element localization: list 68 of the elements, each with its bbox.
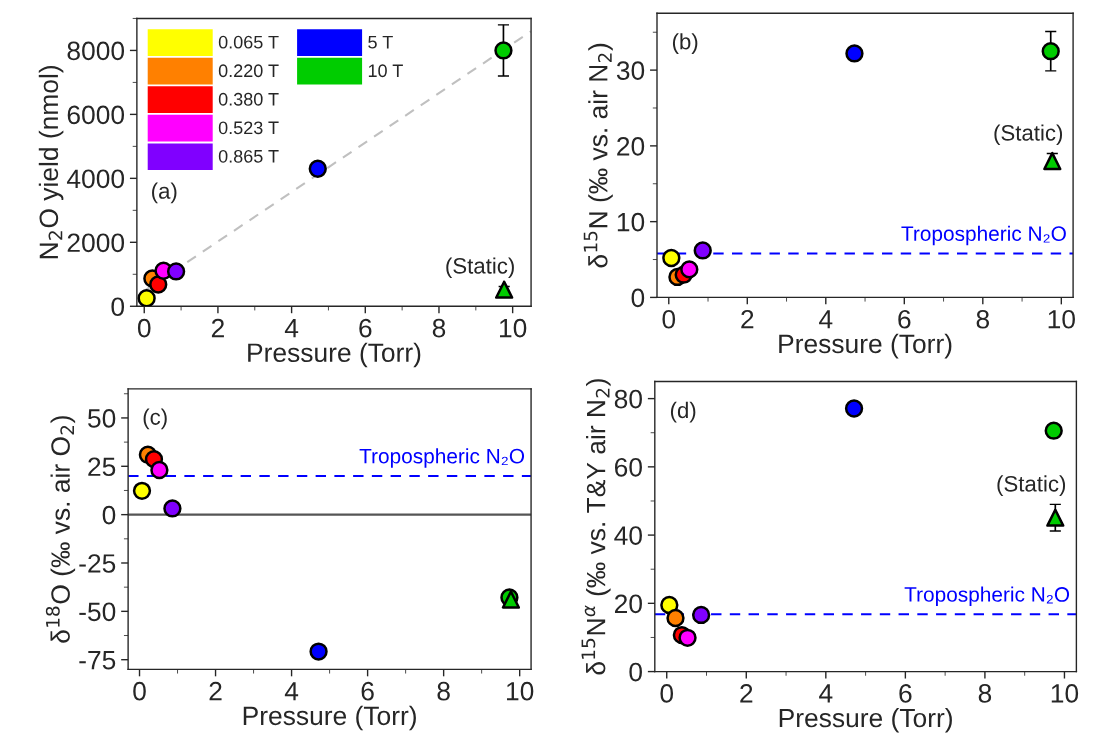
x-tick-label: 6: [361, 681, 374, 701]
y-tick-label: 8000: [67, 41, 125, 61]
y-tick-label: 20: [617, 137, 645, 156]
ref-line-label: Tropospheric N₂O: [901, 225, 1066, 246]
x-tick-label: 4: [284, 682, 299, 701]
annotation: (c): [143, 408, 167, 430]
y-tick-label: 30: [616, 61, 645, 80]
ref-line-label: Tropospheric N₂O: [904, 586, 1070, 606]
x-tick-label: 0: [133, 681, 146, 701]
y-axis-title: N$_{2}$O yield (nmol): [38, 66, 64, 259]
y-tick-label: 0: [629, 662, 642, 682]
x-tick-label: 4: [819, 684, 833, 703]
legend-label: 0.220 T: [218, 64, 279, 78]
x-tick-label: 10: [1048, 309, 1075, 329]
x-tick-label: 8: [978, 684, 992, 703]
annotation: (Static): [446, 257, 514, 279]
y-tick-label: 80: [614, 389, 642, 409]
annotation: (a): [152, 182, 177, 204]
x-tick-label: 0: [662, 309, 676, 329]
y-tick-label: 2000: [67, 233, 125, 253]
y-tick-label: 40: [614, 526, 642, 545]
x-tick-label: 10: [499, 318, 527, 338]
x-tick-label: 4: [819, 310, 833, 329]
x-tick-label: 2: [209, 681, 222, 701]
x-tick-label: 2: [211, 318, 224, 338]
x-axis-title: Pressure (Torr): [248, 342, 421, 368]
x-tick-label: 10: [507, 681, 534, 701]
x-tick-label: 6: [359, 318, 372, 338]
legend-label: 0.380 T: [218, 92, 279, 106]
x-tick-label: 8: [976, 309, 990, 329]
y-tick-label: 0: [631, 288, 645, 308]
y-tick-label: -25: [79, 554, 116, 573]
y-tick-label: 60: [615, 457, 642, 477]
legend-label: 10 T: [368, 64, 403, 78]
x-tick-label: 0: [137, 318, 151, 338]
legend-label: 0.523 T: [218, 121, 279, 135]
legend-label: 5 T: [368, 36, 393, 49]
y-tick-label: -75: [79, 651, 116, 670]
y-tick-label: 25: [88, 457, 116, 477]
x-tick-label: 2: [740, 684, 753, 703]
x-tick-label: 10: [1051, 684, 1079, 703]
annotation: (d): [670, 401, 696, 423]
legend-label: 0.065 T: [218, 35, 279, 49]
y-axis-title: δ$^{15}$N$^{α}$ (‰ vs. T&Y air N$_{2}$): [581, 379, 611, 675]
x-tick-label: 6: [899, 684, 912, 703]
y-axis-title: δ$^{18}$O (‰ vs. air O$_{2}$): [45, 416, 76, 643]
y-tick-label: 10: [617, 212, 645, 232]
x-tick-label: 2: [741, 309, 754, 329]
y-tick-label: -50: [79, 602, 116, 622]
x-axis-title: Pressure (Torr): [779, 707, 952, 733]
y-tick-label: 6000: [67, 105, 125, 125]
x-axis-title: Pressure (Torr): [779, 333, 952, 359]
y-tick-label: 20: [614, 594, 642, 614]
x-tick-label: 8: [437, 681, 450, 701]
x-tick-label: 8: [432, 318, 446, 338]
annotation: (Static): [994, 124, 1063, 146]
y-tick-label: 0: [102, 505, 116, 525]
x-tick-label: 6: [898, 309, 911, 329]
x-axis-title: Pressure (Torr): [243, 705, 416, 731]
y-tick-label: 50: [88, 409, 116, 428]
annotation: (b): [672, 33, 698, 54]
y-axis-title: δ$^{15}$N (‰ vs. air N$_{2}$): [583, 43, 613, 268]
x-tick-label: 4: [284, 319, 299, 338]
ref-line-label: Tropospheric N₂O: [359, 448, 525, 468]
y-tick-label: 4000: [66, 169, 125, 189]
annotation: (Static): [997, 475, 1066, 497]
legend-label: 0.865 T: [218, 149, 279, 163]
x-tick-label: 0: [660, 684, 674, 703]
